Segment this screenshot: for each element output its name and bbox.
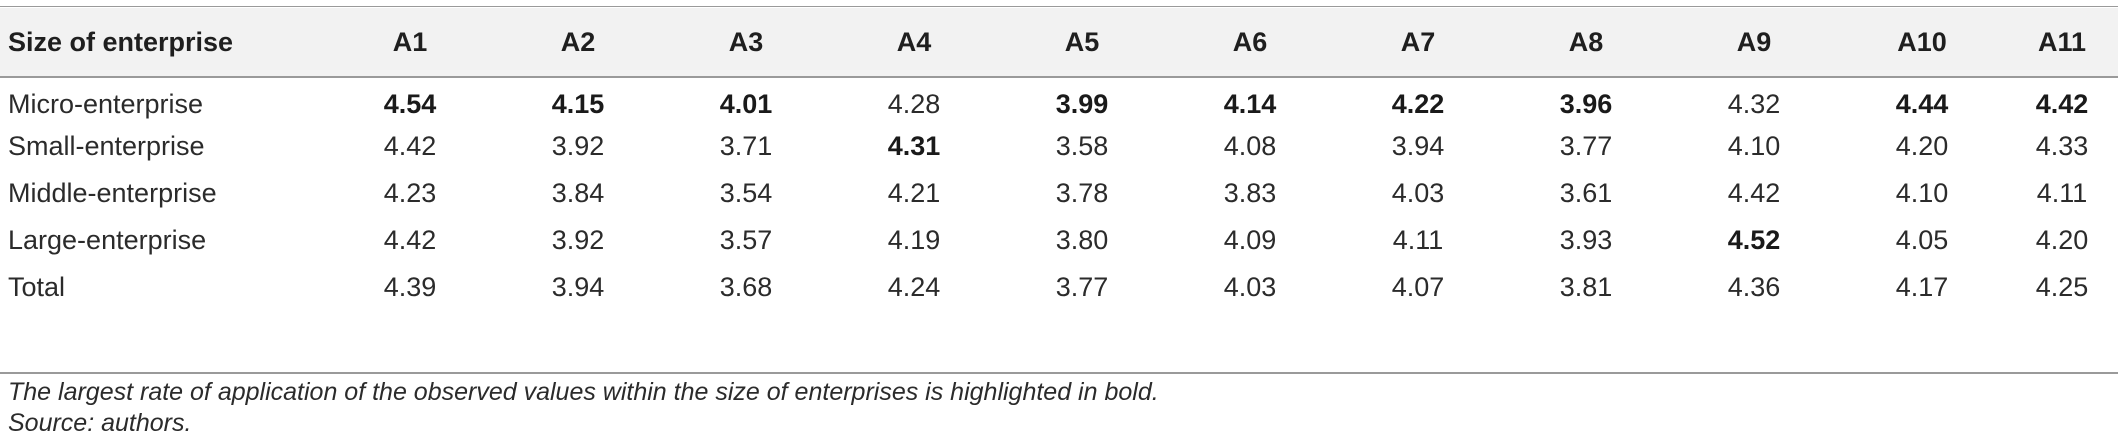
row-label: Small-enterprise [8,131,205,161]
table-row: Micro-enterprise 4.54 4.15 4.01 4.28 3.99 4.14… [0,76,2118,123]
table-cell: 4.11 [1392,225,1444,255]
table-header-row: Size of enterprise A1 A2 A3 A4 A5 A6 A7 A8 A9 A10 A… [0,8,2118,76]
table-cell: 3.96 [1559,89,1613,119]
row-label: Large-enterprise [8,225,207,255]
row-label: Total [8,272,66,302]
table-footnote: The largest rate of application of the o… [8,378,1159,406]
table-cell: 3.54 [719,178,773,208]
column-header-a8: A8 [1568,26,1604,57]
table-cell: 4.33 [2035,131,2089,161]
table-cell: 4.07 [1391,272,1445,302]
table-cell: 4.42 [383,131,437,161]
table-cell: 3.77 [1559,131,1613,161]
table-cell: 4.10 [1895,178,1949,208]
table-cell: 4.03 [1391,178,1445,208]
table-body: Micro-enterprise 4.54 4.15 4.01 4.28 3.99 4.14… [0,76,2118,311]
table-cell: 4.20 [2035,225,2089,255]
table-cell: 3.78 [1055,178,1109,208]
table-cell: 3.92 [551,225,605,255]
data-table: Size of enterprise A1 A2 A3 A4 A5 A6 A7 A8 A9 A10 A… [0,8,2118,311]
header-divider-rule [0,76,2118,78]
table-cell: 3.61 [1559,178,1613,208]
table-cell: 4.54 [383,89,437,119]
column-header-a4: A4 [896,26,932,57]
table-cell: 4.20 [1895,131,1949,161]
table-cell: 4.31 [887,131,941,161]
table-cell: 4.21 [887,178,941,208]
table-cell: 4.23 [383,178,437,208]
table-cell: 4.39 [383,272,437,302]
column-header-a5: A5 [1064,26,1100,57]
table-cell: 3.80 [1055,225,1109,255]
table-cell: 4.03 [1223,272,1277,302]
table-cell: 4.22 [1391,89,1445,119]
table-cell: 4.10 [1727,131,1781,161]
table-cell: 4.14 [1223,89,1277,119]
table-top-rule [0,6,2118,7]
row-label: Middle-enterprise [8,178,217,208]
column-header-a1: A1 [392,26,428,57]
column-header-size: Size of enterprise [8,26,234,57]
table-cell: 4.42 [2035,89,2089,119]
column-header-a7: A7 [1400,26,1436,57]
table-cell: 4.25 [2035,272,2089,302]
row-label: Micro-enterprise [8,89,204,119]
table-row: Large-enterprise 4.42 3.92 3.57 4.19 3.80 4.09… [0,217,2118,264]
table-cell: 3.94 [1391,131,1445,161]
table-cell: 4.36 [1727,272,1781,302]
table-cell: 4.17 [1895,272,1949,302]
table-cell: 4.42 [1727,178,1781,208]
table-cell: 3.57 [719,225,773,255]
table-cell: 4.32 [1727,89,1781,119]
column-header-a9: A9 [1736,26,1772,57]
table-cell: 4.19 [887,225,941,255]
table-cell: 4.11 [2036,178,2088,208]
table-row: Total 4.39 3.94 3.68 4.24 3.77 4.03 4.07 3.81 4.3… [0,264,2118,311]
table-row: Small-enterprise 4.42 3.92 3.71 4.31 3.58 4.08… [0,123,2118,170]
table-row: Middle-enterprise 4.23 3.84 3.54 4.21 3.78 3.8… [0,170,2118,217]
table-cell: 3.84 [551,178,605,208]
table-cell: 3.92 [551,131,605,161]
table-cell: 3.58 [1055,131,1109,161]
column-header-a6: A6 [1232,26,1268,57]
table-cell: 3.94 [551,272,605,302]
column-header-a2: A2 [560,26,596,57]
table-cell: 4.01 [719,89,773,119]
column-header-a3: A3 [728,26,764,57]
table-cell: 3.81 [1559,272,1613,302]
table-cell: 3.83 [1223,178,1277,208]
column-header-a11: A11 [2037,26,2087,57]
table-cell: 3.77 [1055,272,1109,302]
table-cell: 4.08 [1223,131,1277,161]
table-cell: 4.24 [887,272,941,302]
column-header-a10: A10 [1897,26,1947,57]
table-cell: 3.68 [719,272,773,302]
table-cell: 4.15 [551,89,605,119]
data-table-container: Size of enterprise A1 A2 A3 A4 A5 A6 A7 A8 A9 A10 A… [0,8,2118,311]
table-cell: 4.42 [383,225,437,255]
table-cell: 4.09 [1223,225,1277,255]
table-cell: 3.99 [1055,89,1109,119]
table-cell: 4.05 [1895,225,1949,255]
table-cell: 3.71 [719,131,773,161]
table-cell: 3.93 [1559,225,1613,255]
table-source: Source: authors. [8,409,192,437]
table-cell: 4.28 [887,89,941,119]
table-cell: 4.44 [1895,89,1949,119]
table-cell: 4.52 [1727,225,1781,255]
table-bottom-rule [0,372,2118,374]
